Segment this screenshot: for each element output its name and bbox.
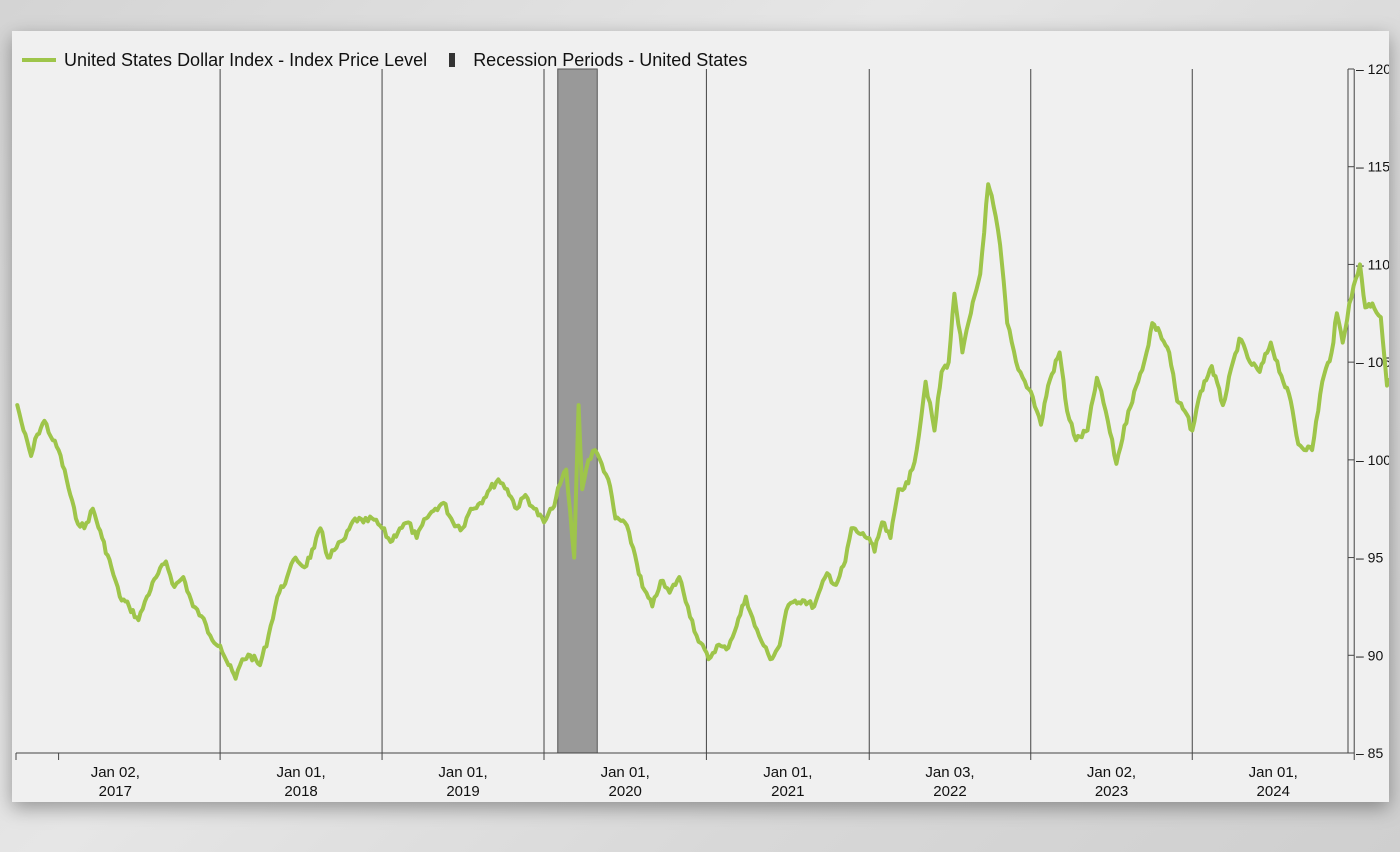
grid-layer [219, 69, 1355, 753]
x-tick-label-2-line2: 2019 [446, 783, 479, 800]
recession-swatch [449, 53, 456, 67]
x-tick-label-3-line2: 2020 [609, 783, 642, 800]
y-tick-label-85: – 85 [1356, 745, 1383, 761]
x-tick-label-7-line1: Jan 01, [1249, 764, 1298, 781]
x-tick-label-4-line1: Jan 01, [763, 764, 812, 781]
x-tick-label-5-line2: 2022 [933, 783, 966, 800]
series-line-0 [15, 182, 1389, 681]
x-tick-label-0-line2: 2017 [99, 783, 132, 800]
y-tick-label-115: – 115 [1356, 159, 1389, 175]
legend: United States Dollar Index - Index Price… [22, 49, 747, 71]
y-tick-label-105: – 105 [1356, 354, 1389, 370]
y-tick-label-120: – 120 [1356, 61, 1389, 77]
x-tick-label-3-line1: Jan 01, [601, 764, 650, 781]
series-swatch [22, 58, 56, 62]
x-tick-label-2-line1: Jan 01, [438, 764, 487, 781]
y-tick-label-100: – 100 [1356, 452, 1389, 468]
series-layer [15, 182, 1389, 681]
y-tick-label-95: – 95 [1356, 550, 1383, 566]
x-tick-label-5-line1: Jan 03, [925, 764, 974, 781]
dollar-index-chart: – 85 – 90 – 95 – 100 – 105 – 110 – 115 – 120 Jan… [15, 61, 1389, 800]
x-tick-label-7-line2: 2024 [1257, 783, 1290, 800]
x-tick-label-1-line2: 2018 [284, 783, 317, 800]
x-tick-label-0-line1: Jan 02, [91, 764, 140, 781]
legend-series-label: United States Dollar Index - Index Price… [64, 49, 428, 70]
x-tick-label-6-line2: 2023 [1095, 783, 1128, 800]
x-tick-label-6-line1: Jan 02, [1087, 764, 1136, 781]
axis-layer: – 85 – 90 – 95 – 100 – 105 – 110 – 115 – 120 Jan… [15, 61, 1389, 800]
y-tick-label-110: – 110 [1356, 256, 1389, 272]
x-tick-label-4-line2: 2021 [771, 783, 804, 800]
chart-panel: – 85 – 90 – 95 – 100 – 105 – 110 – 115 – 120 Jan… [12, 31, 1389, 802]
legend-recession-label: Recession Periods - United States [473, 49, 748, 70]
x-tick-label-1-line1: Jan 01, [276, 764, 325, 781]
y-tick-label-90: – 90 [1356, 647, 1383, 663]
